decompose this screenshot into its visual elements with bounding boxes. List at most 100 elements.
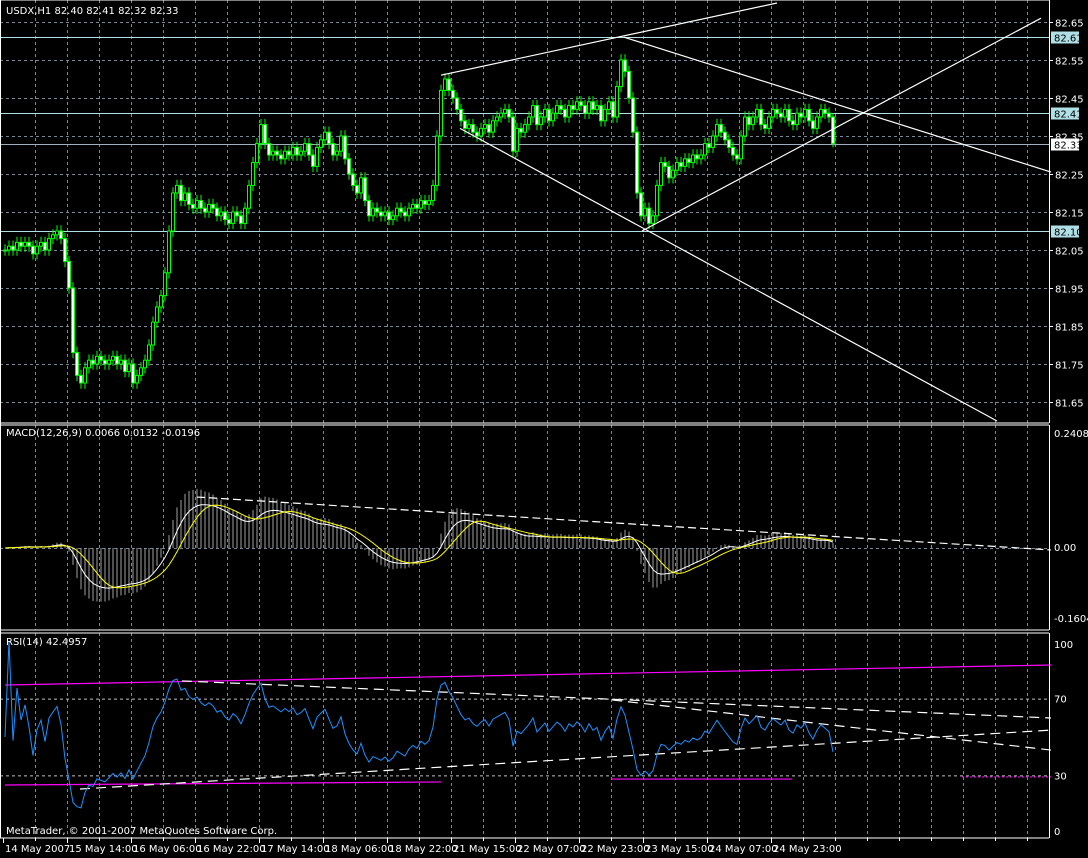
candle-body [131,363,135,384]
candle-body [295,146,299,156]
candle-body [547,108,551,122]
candle-body [439,89,443,137]
candle-body [271,150,275,156]
price-tick-label: 82.25 [1055,171,1084,182]
candle-body [571,105,575,110]
macd-panel[interactable] [0,488,1052,602]
candle-body [727,139,731,148]
candle-body [567,105,571,118]
candle-body [215,207,219,217]
price-tick-label: 81.85 [1055,323,1084,334]
candle-body [707,143,711,148]
candle-body [663,162,667,167]
candle-body [411,203,415,209]
candle-body [407,207,411,217]
candle-body [23,241,27,247]
candle-body [127,363,131,373]
time-tick-label: 18 May 22:00 [389,844,458,855]
candle-body [255,143,259,164]
candle-body [575,101,579,110]
time-tick-label: 21 May 15:00 [453,844,522,855]
candle-body [175,184,179,194]
candle-body [207,203,211,213]
candle-body [595,105,599,110]
candle-body [455,97,459,110]
candle-body [267,143,271,156]
price-tick-label: 81.65 [1055,399,1084,410]
candle-body [703,143,707,156]
candle-body [211,203,215,209]
time-tick-label: 22 May 23:00 [581,844,650,855]
candle-body [291,146,295,156]
candle-body [323,131,327,141]
rsi-panel[interactable] [0,640,1052,809]
candle-body [147,344,151,361]
price-panel[interactable] [0,2,1052,422]
candle-body [803,108,807,118]
candle-body [299,150,303,156]
grid [0,0,1049,838]
candle-body [315,146,319,167]
candle-body [347,158,351,175]
candle-body [275,150,279,156]
time-tick-label: 15 May 14:00 [69,844,138,855]
candle-body [367,200,371,217]
candle-body [767,116,771,129]
candle-body [51,234,55,240]
candle-body [419,200,423,209]
candle-body [31,245,35,255]
candle-body [155,306,159,323]
price-label: 82.33 [1054,141,1083,152]
candle-body [651,215,655,224]
price-trendline [641,17,1042,232]
rsi-tick-label: 70 [1054,695,1067,706]
candle-body [531,105,535,118]
candle-body [523,124,527,133]
rsi-trendline [611,699,1052,751]
copyright-text: MetaTrader, © 2001-2007 MetaQuotes Softw… [6,826,277,837]
price-label: 82.10 [1054,228,1083,239]
candle-body [671,169,675,179]
candle-body [723,131,727,141]
candle-body [307,143,311,156]
candle-body [303,143,307,152]
candle-body [123,359,127,373]
candle-body [15,241,19,251]
price-trendline [623,36,1052,173]
candle-body [359,177,363,194]
candle-body [47,238,51,251]
candle-body [39,241,43,247]
candle-body [7,245,11,251]
price-tick-label: 81.75 [1055,361,1084,372]
candle-body [815,116,819,129]
price-tick-label: 82.35 [1055,133,1084,144]
candle-body [647,207,651,224]
candle-body [591,101,595,110]
candle-body [203,207,207,213]
candle-body [687,158,691,164]
candle-body [443,78,447,91]
candle-body [35,245,39,255]
candle-body [659,162,663,186]
candle-body [431,184,435,202]
time-tick-label: 17 May 14:00 [261,844,330,855]
candle-body [779,112,783,118]
candle-body [607,101,611,110]
candle-body [139,367,143,376]
candle-body [771,108,775,118]
candle-body [619,59,623,88]
candle-body [239,215,243,224]
candle-body [355,184,359,194]
price-tick-label: 82.55 [1055,57,1084,68]
candle-body [327,131,331,145]
candle-body [227,219,231,224]
candle-body [755,108,759,118]
candle-body [535,105,539,126]
candle-body [171,192,175,232]
candle-body [655,184,659,217]
candle-body [579,101,583,107]
candle-body [403,211,407,217]
price-trendline [440,2,778,76]
candle-body [483,124,487,129]
